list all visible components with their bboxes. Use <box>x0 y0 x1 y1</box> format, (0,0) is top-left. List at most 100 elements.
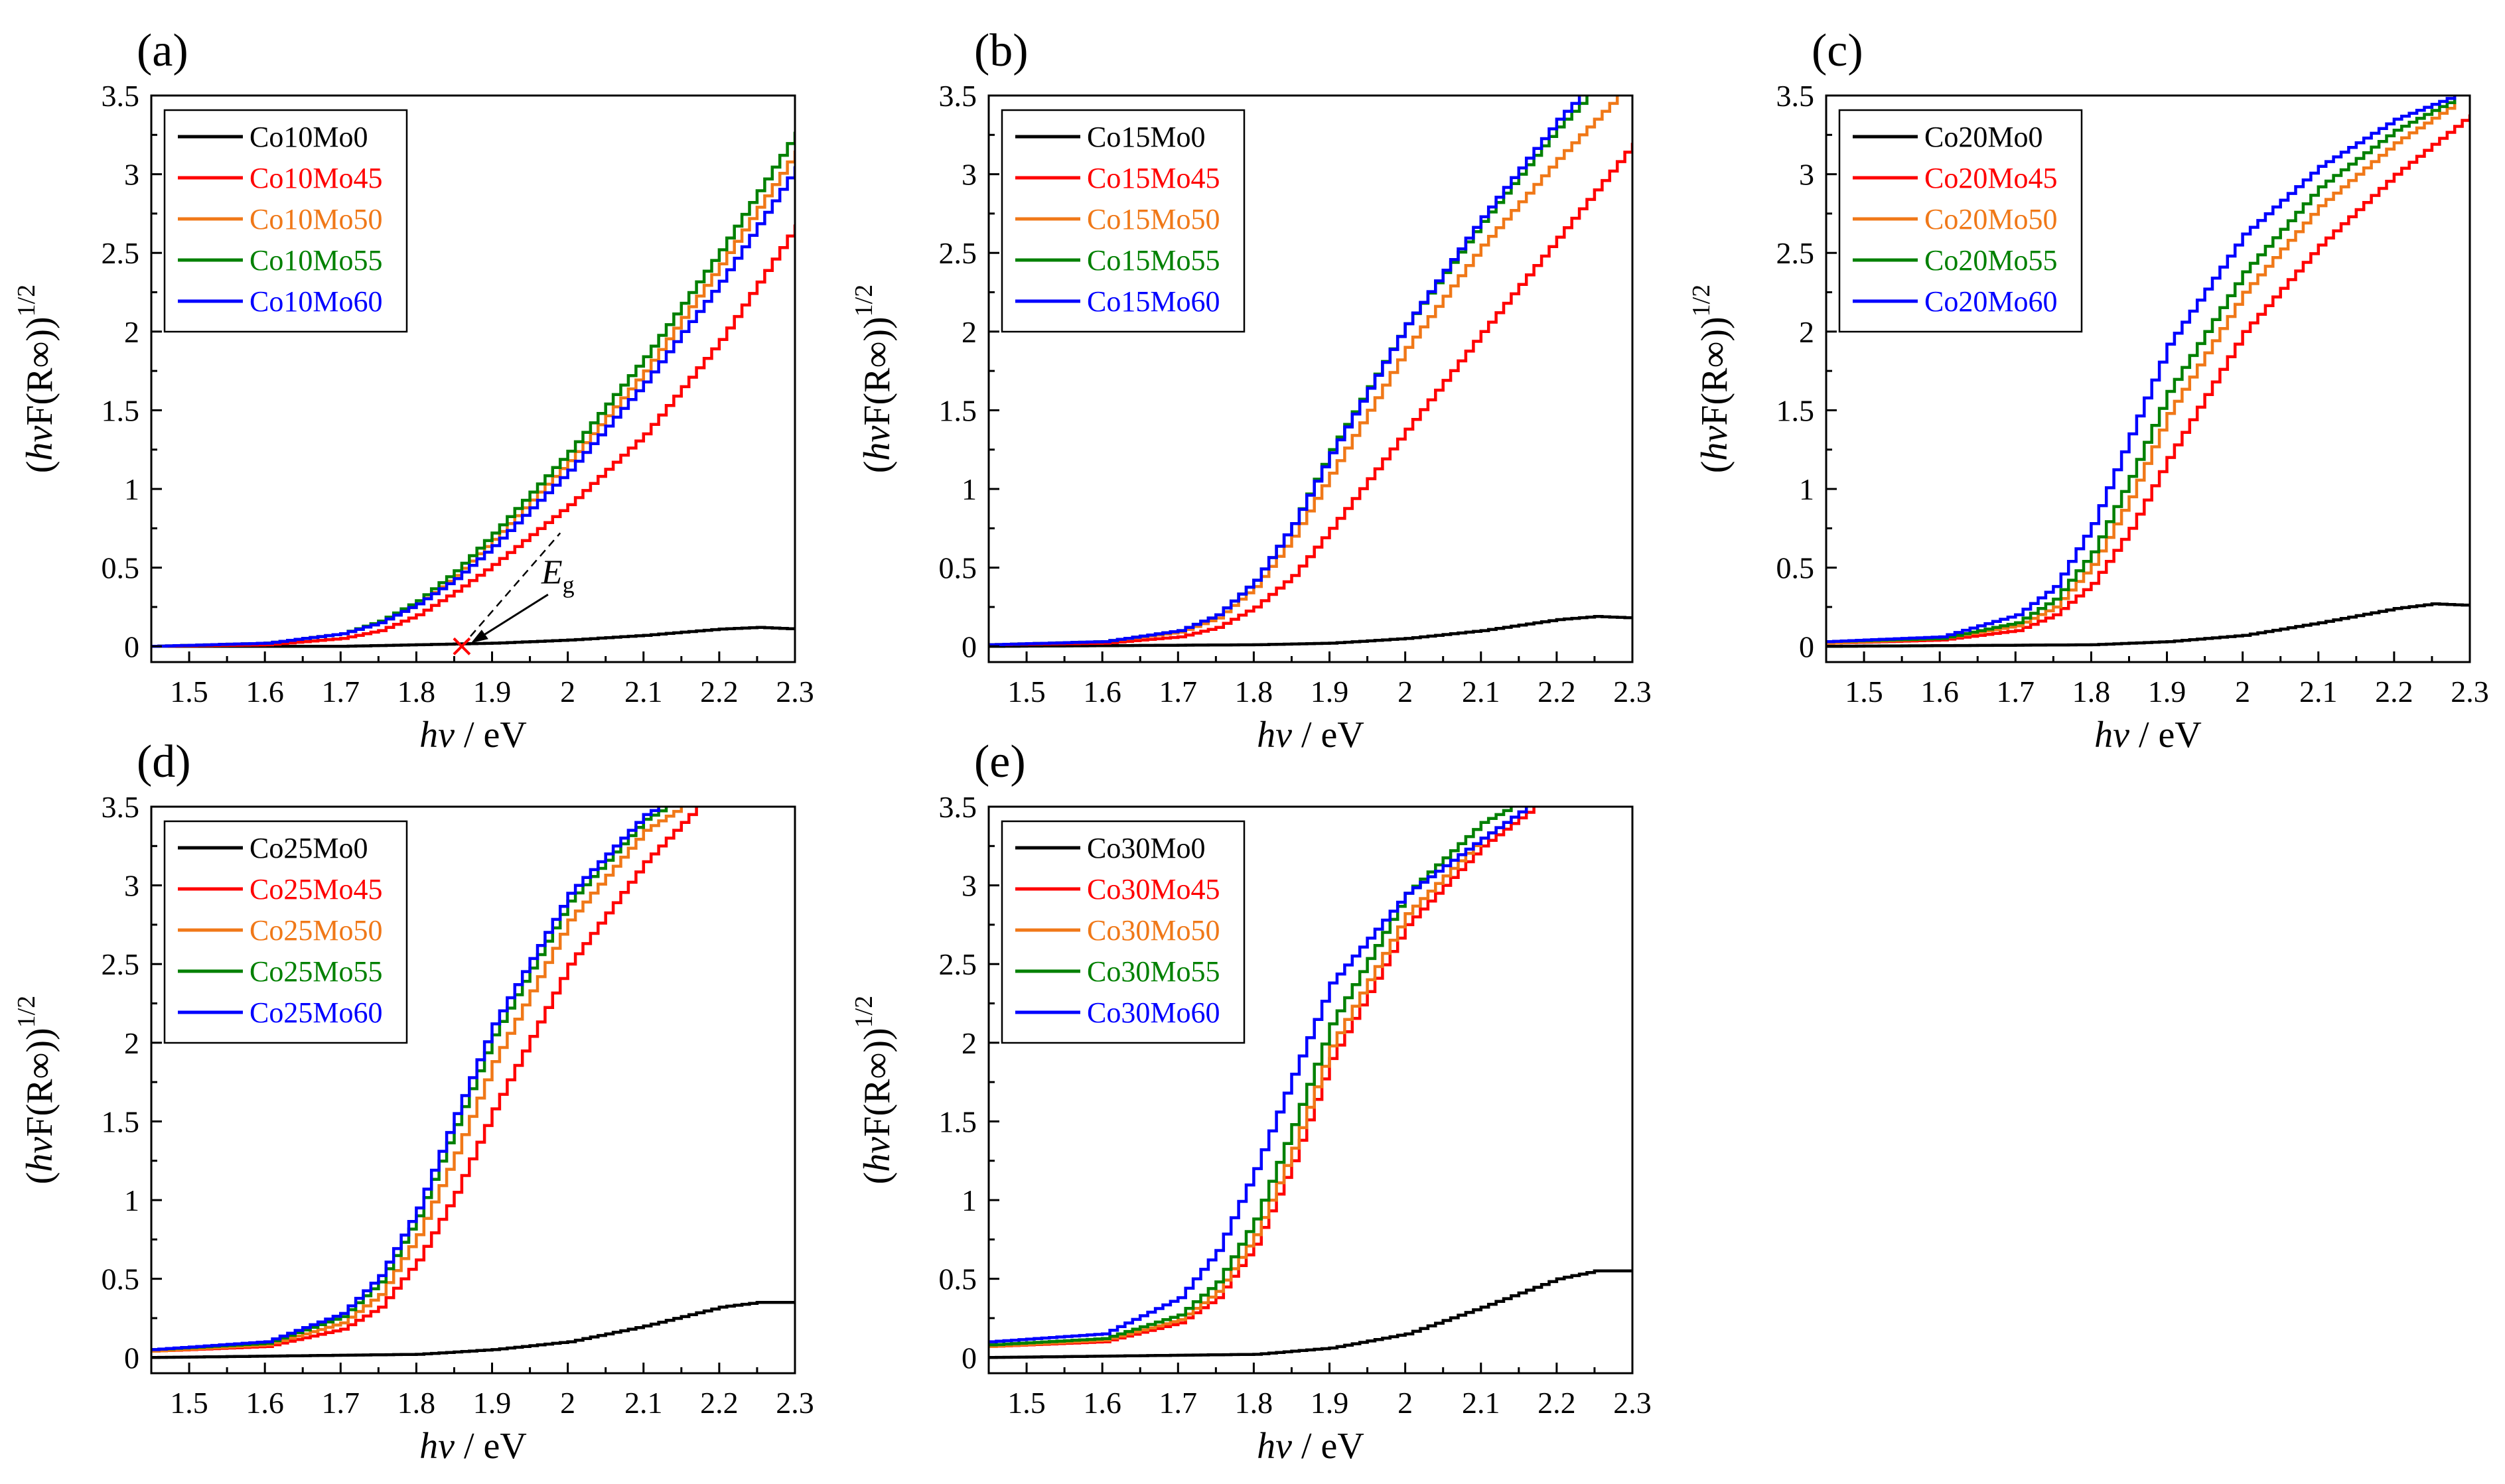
series-line-Co25Mo60 <box>151 807 660 1351</box>
x-tick-label: 2.2 <box>700 1386 739 1420</box>
legend: Co15Mo0 Co15Mo45 Co15Mo50 Co15Mo55 Co15Mo60 <box>1001 109 1246 333</box>
series-line-Co15Mo0 <box>989 614 1632 648</box>
legend-entry: Co10Mo55 <box>250 244 382 277</box>
legend-box <box>163 109 408 333</box>
y-tick-label: 3.5 <box>102 790 140 824</box>
legend-entry: Co20Mo55 <box>1924 244 2057 277</box>
x-axis-label-text: / eV <box>1292 1426 1364 1467</box>
x-tick-label: 1.7 <box>1159 1386 1198 1420</box>
y-axis-label: (hvF(R∞))1/2 <box>850 285 898 473</box>
y-axis-label-superscript: 1/2 <box>1687 285 1715 317</box>
x-axis-label-text: / eV <box>2129 714 2202 756</box>
y-tick-label: 2.5 <box>102 236 140 270</box>
x-tick-label: 1.8 <box>397 1386 436 1420</box>
series-line-Co20Mo0 <box>1826 602 2470 648</box>
x-tick-label: 1.5 <box>170 1386 208 1420</box>
x-tick-label: 1.9 <box>473 675 512 708</box>
legend-entry: Co20Mo50 <box>1924 203 2057 236</box>
y-tick-label: 3 <box>124 158 139 192</box>
y-axis-label: (hvF(R∞))1/2 <box>13 285 60 473</box>
legend: Co25Mo0 Co25Mo45 Co25Mo50 Co25Mo55 Co25Mo60 <box>163 820 408 1044</box>
chart-panel-3: (c) 1.5 1.6 1.7 1.8 1.9 2 2.1 2.2 2.3 0 0.5 1 1.5 2 2.5… <box>1687 25 2489 756</box>
legend: Co30Mo0 Co30Mo45 Co30Mo50 Co30Mo55 Co30Mo60 <box>1001 820 1246 1044</box>
y-axis-label-superscript: 1/2 <box>850 996 878 1028</box>
x-tick-label: 2 <box>2235 675 2250 708</box>
y-tick-label: 3.5 <box>1776 79 1815 113</box>
x-axis-label: hv / eV <box>419 714 527 756</box>
x-tick-label: 1.6 <box>1083 675 1121 708</box>
x-axis-label-text: / eV <box>1292 714 1364 756</box>
series-line-Co10Mo60 <box>151 166 795 648</box>
legend-entry: Co15Mo50 <box>1087 203 1220 236</box>
x-tick-label: 2.3 <box>1613 1386 1652 1420</box>
series-group <box>151 807 795 1359</box>
x-tick-label: 1.9 <box>2148 675 2186 708</box>
y-tick-label: 3 <box>962 869 977 903</box>
x-axis-label: hv / eV <box>2094 714 2202 756</box>
legend-entry: Co20Mo0 <box>1924 121 2042 153</box>
y-tick-label: 1 <box>962 472 977 506</box>
x-tick-label: 2 <box>560 1386 575 1420</box>
panel-letter: (b) <box>974 25 1029 76</box>
series-line-Co25Mo0 <box>151 1301 795 1359</box>
y-tick-label: 0.5 <box>102 1262 140 1296</box>
y-axis-label-text: (hvF(R∞))1/2 <box>13 996 60 1184</box>
eg-label: Eg <box>541 553 575 598</box>
series-line-Co10Mo0 <box>151 626 795 648</box>
x-tick-label: 2.2 <box>700 675 739 708</box>
legend-entry: Co15Mo0 <box>1087 121 1205 153</box>
series-group <box>151 131 795 648</box>
series-line-Co20Mo60 <box>1826 96 2457 643</box>
y-tick-label: 2.5 <box>939 947 977 981</box>
x-axis-label-italic: hv <box>1257 714 1292 756</box>
y-tick-label: 3.5 <box>102 79 140 113</box>
plot-frame <box>987 94 1634 663</box>
y-axis-label-text: (hvF(R∞))1/2 <box>850 285 898 473</box>
y-axis-label-text: (hvF(R∞))1/2 <box>850 996 898 1184</box>
legend-entry: Co30Mo45 <box>1087 873 1220 906</box>
series-line-Co30Mo0 <box>989 1269 1632 1359</box>
plot-frame <box>150 94 796 663</box>
legend-entry: Co30Mo50 <box>1087 914 1220 947</box>
x-tick-label: 1.6 <box>246 675 284 708</box>
x-tick-label: 2.3 <box>776 1386 814 1420</box>
y-tick-label: 0 <box>1799 630 1814 663</box>
x-tick-label: 1.5 <box>1007 1386 1046 1420</box>
panel-letter: (a) <box>137 25 188 76</box>
chart-panel-1: (a) 1.5 1.6 1.7 1.8 1.9 2 2.1 2.2 2.3 0 0.5 1 1.5 2 2.5… <box>13 25 814 756</box>
y-tick-label: 2 <box>1799 315 1814 349</box>
x-axis-label-italic: hv <box>419 1426 455 1467</box>
x-tick-label: 1.8 <box>1235 1386 1273 1420</box>
series-group <box>989 96 1632 648</box>
legend-entry: Co30Mo60 <box>1087 996 1220 1029</box>
x-tick-label: 1.7 <box>1997 675 2035 708</box>
x-tick-label: 1.5 <box>170 675 208 708</box>
x-tick-label: 1.7 <box>322 1386 360 1420</box>
x-axis-label-text: / eV <box>455 714 527 756</box>
legend-entry: Co25Mo45 <box>250 873 382 906</box>
legend-entry: Co20Mo60 <box>1924 285 2057 318</box>
y-tick-label: 0.5 <box>939 551 977 585</box>
legend-box <box>163 820 408 1044</box>
x-tick-label: 1.6 <box>1920 675 1959 708</box>
y-axis-label-superscript: 1/2 <box>13 285 40 317</box>
panel-letter: (c) <box>1812 25 1863 76</box>
y-tick-label: 2.5 <box>1776 236 1815 270</box>
legend-entry: Co25Mo55 <box>250 955 382 988</box>
y-tick-label: 1 <box>124 1183 139 1217</box>
x-tick-label: 1.8 <box>2072 675 2111 708</box>
y-tick-label: 0 <box>962 1341 977 1375</box>
legend-entry: Co25Mo0 <box>250 832 368 864</box>
series-line-Co15Mo60 <box>989 96 1581 647</box>
y-tick-label: 1.5 <box>102 1105 140 1138</box>
chart-panel-5: (e) 1.5 1.6 1.7 1.8 1.9 2 2.1 2.2 2.3 0 0.5 1 1.5 2 2.5… <box>850 736 1652 1467</box>
y-axis-label-text: (hvF(R∞))1/2 <box>13 285 60 473</box>
y-tick-label: 3.5 <box>939 790 977 824</box>
legend-entry: Co25Mo50 <box>250 914 382 947</box>
series-line-Co10Mo45 <box>151 224 795 648</box>
y-tick-label: 0.5 <box>102 551 140 585</box>
y-tick-label: 0.5 <box>939 1262 977 1296</box>
series-group <box>989 807 1632 1359</box>
